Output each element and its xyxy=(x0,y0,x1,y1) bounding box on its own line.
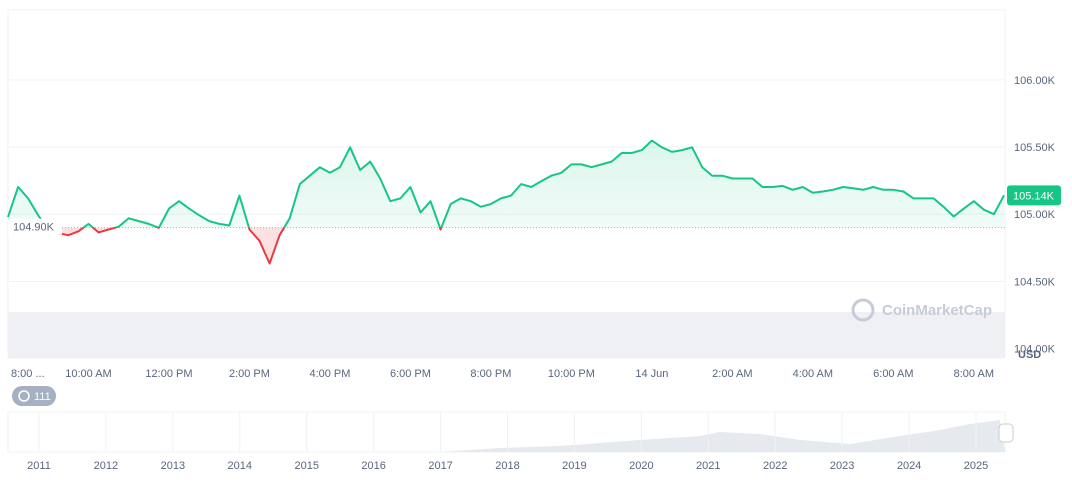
badge-text: 111 xyxy=(34,391,51,403)
navigator-year: 2021 xyxy=(696,460,720,472)
navigator-year: 2018 xyxy=(495,460,519,472)
x-tick-label: 8:00 AM xyxy=(954,368,994,380)
navigator-year: 2024 xyxy=(897,460,921,472)
navigator-year: 2016 xyxy=(361,460,385,472)
baseline-tag xyxy=(8,218,62,235)
volume-area xyxy=(8,312,1005,358)
navigator-year: 2012 xyxy=(94,460,118,472)
navigator-handle[interactable] xyxy=(998,423,1014,443)
navigator-year: 2019 xyxy=(562,460,586,472)
navigator-year: 2015 xyxy=(294,460,318,472)
navigator-year: 2020 xyxy=(629,460,653,472)
x-tick-label: 10:00 PM xyxy=(548,368,595,380)
x-tick-label: 8:00 ... xyxy=(11,368,45,380)
navigator-year: 2011 xyxy=(27,460,51,472)
navigator-year: 2022 xyxy=(763,460,787,472)
price-area xyxy=(8,140,1004,264)
navigator-year: 2013 xyxy=(161,460,185,472)
badge: 111 xyxy=(12,386,56,406)
x-tick-label: 2:00 AM xyxy=(712,368,752,380)
x-tick-label: 8:00 PM xyxy=(470,368,511,380)
price-line xyxy=(7,139,1005,265)
baseline-label: 104.90K xyxy=(13,222,55,234)
watermark-text: CoinMarketCap xyxy=(882,302,992,319)
x-tick-label: 10:00 AM xyxy=(65,368,111,380)
navigator-year: 2025 xyxy=(964,460,988,472)
y-tick-label: 104.50K xyxy=(1014,276,1056,288)
x-tick-label: 4:00 AM xyxy=(793,368,833,380)
current-price-tag xyxy=(1007,185,1061,206)
y-tick-label: 105.00K xyxy=(1014,209,1056,221)
current-price-label: 105.14K xyxy=(1013,190,1055,202)
navigator-year: 2014 xyxy=(228,460,252,472)
navigator-year: 2017 xyxy=(428,460,452,472)
x-tick-label: 6:00 AM xyxy=(873,368,913,380)
x-tick-label: 6:00 PM xyxy=(390,368,431,380)
y-tick-label: 106.00K xyxy=(1014,75,1056,87)
y-tick-label: 104.00K xyxy=(1014,344,1056,356)
x-tick-label: 2:00 PM xyxy=(229,368,270,380)
navigator-year: 2023 xyxy=(830,460,854,472)
x-tick-label: 12:00 PM xyxy=(145,368,192,380)
navigator-history xyxy=(440,420,1005,452)
y-tick-label: 105.50K xyxy=(1014,142,1056,154)
watermark: CoinMarketCap xyxy=(851,298,992,322)
x-tick-label: 14 Jun xyxy=(635,368,668,380)
x-tick-label: 4:00 PM xyxy=(309,368,350,380)
currency-label: USD xyxy=(1018,349,1041,361)
